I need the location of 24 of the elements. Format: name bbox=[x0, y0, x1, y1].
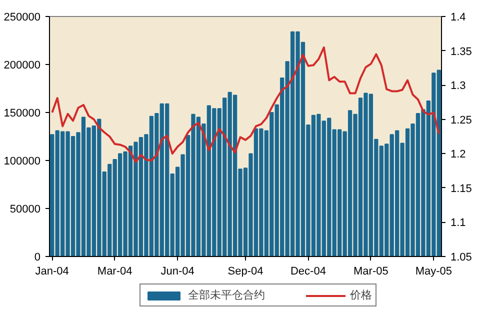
y2-tick-label: 1.35 bbox=[450, 46, 472, 58]
y-tick-label: 150000 bbox=[4, 108, 41, 120]
legend-label: 价格 bbox=[350, 288, 372, 302]
x-tick-label: Mar-05 bbox=[354, 266, 388, 278]
x-tick-label: Sep-04 bbox=[228, 266, 264, 278]
y2-tick-label: 1.25 bbox=[450, 114, 472, 126]
y-tick-label: 250000 bbox=[4, 12, 41, 24]
y-tick-label: 50000 bbox=[10, 204, 41, 216]
x-tick-label: Jun-04 bbox=[160, 266, 194, 278]
line-series bbox=[51, 46, 440, 163]
y2-tick-label: 1.1 bbox=[450, 217, 466, 230]
x-tick-label: Jan-04 bbox=[35, 266, 69, 278]
x-tick-label: Mar-04 bbox=[97, 266, 132, 278]
legend-label: 全部未平仓合约 bbox=[188, 288, 265, 302]
y-tick-label: 100000 bbox=[4, 156, 41, 168]
y2-tick-label: 1.2 bbox=[450, 148, 466, 161]
y2-tick-label: 1.4 bbox=[450, 12, 466, 24]
x-tick-label: May-05 bbox=[415, 266, 452, 278]
y-tick-label: 200000 bbox=[4, 60, 41, 72]
y2-tick-label: 1.05 bbox=[450, 252, 472, 264]
y2-tick-label: 1.15 bbox=[450, 182, 472, 195]
y-tick-label: 0 bbox=[34, 252, 41, 264]
y2-tick-label: 1.3 bbox=[450, 80, 466, 92]
x-tick-label: Dec-04 bbox=[290, 266, 326, 278]
